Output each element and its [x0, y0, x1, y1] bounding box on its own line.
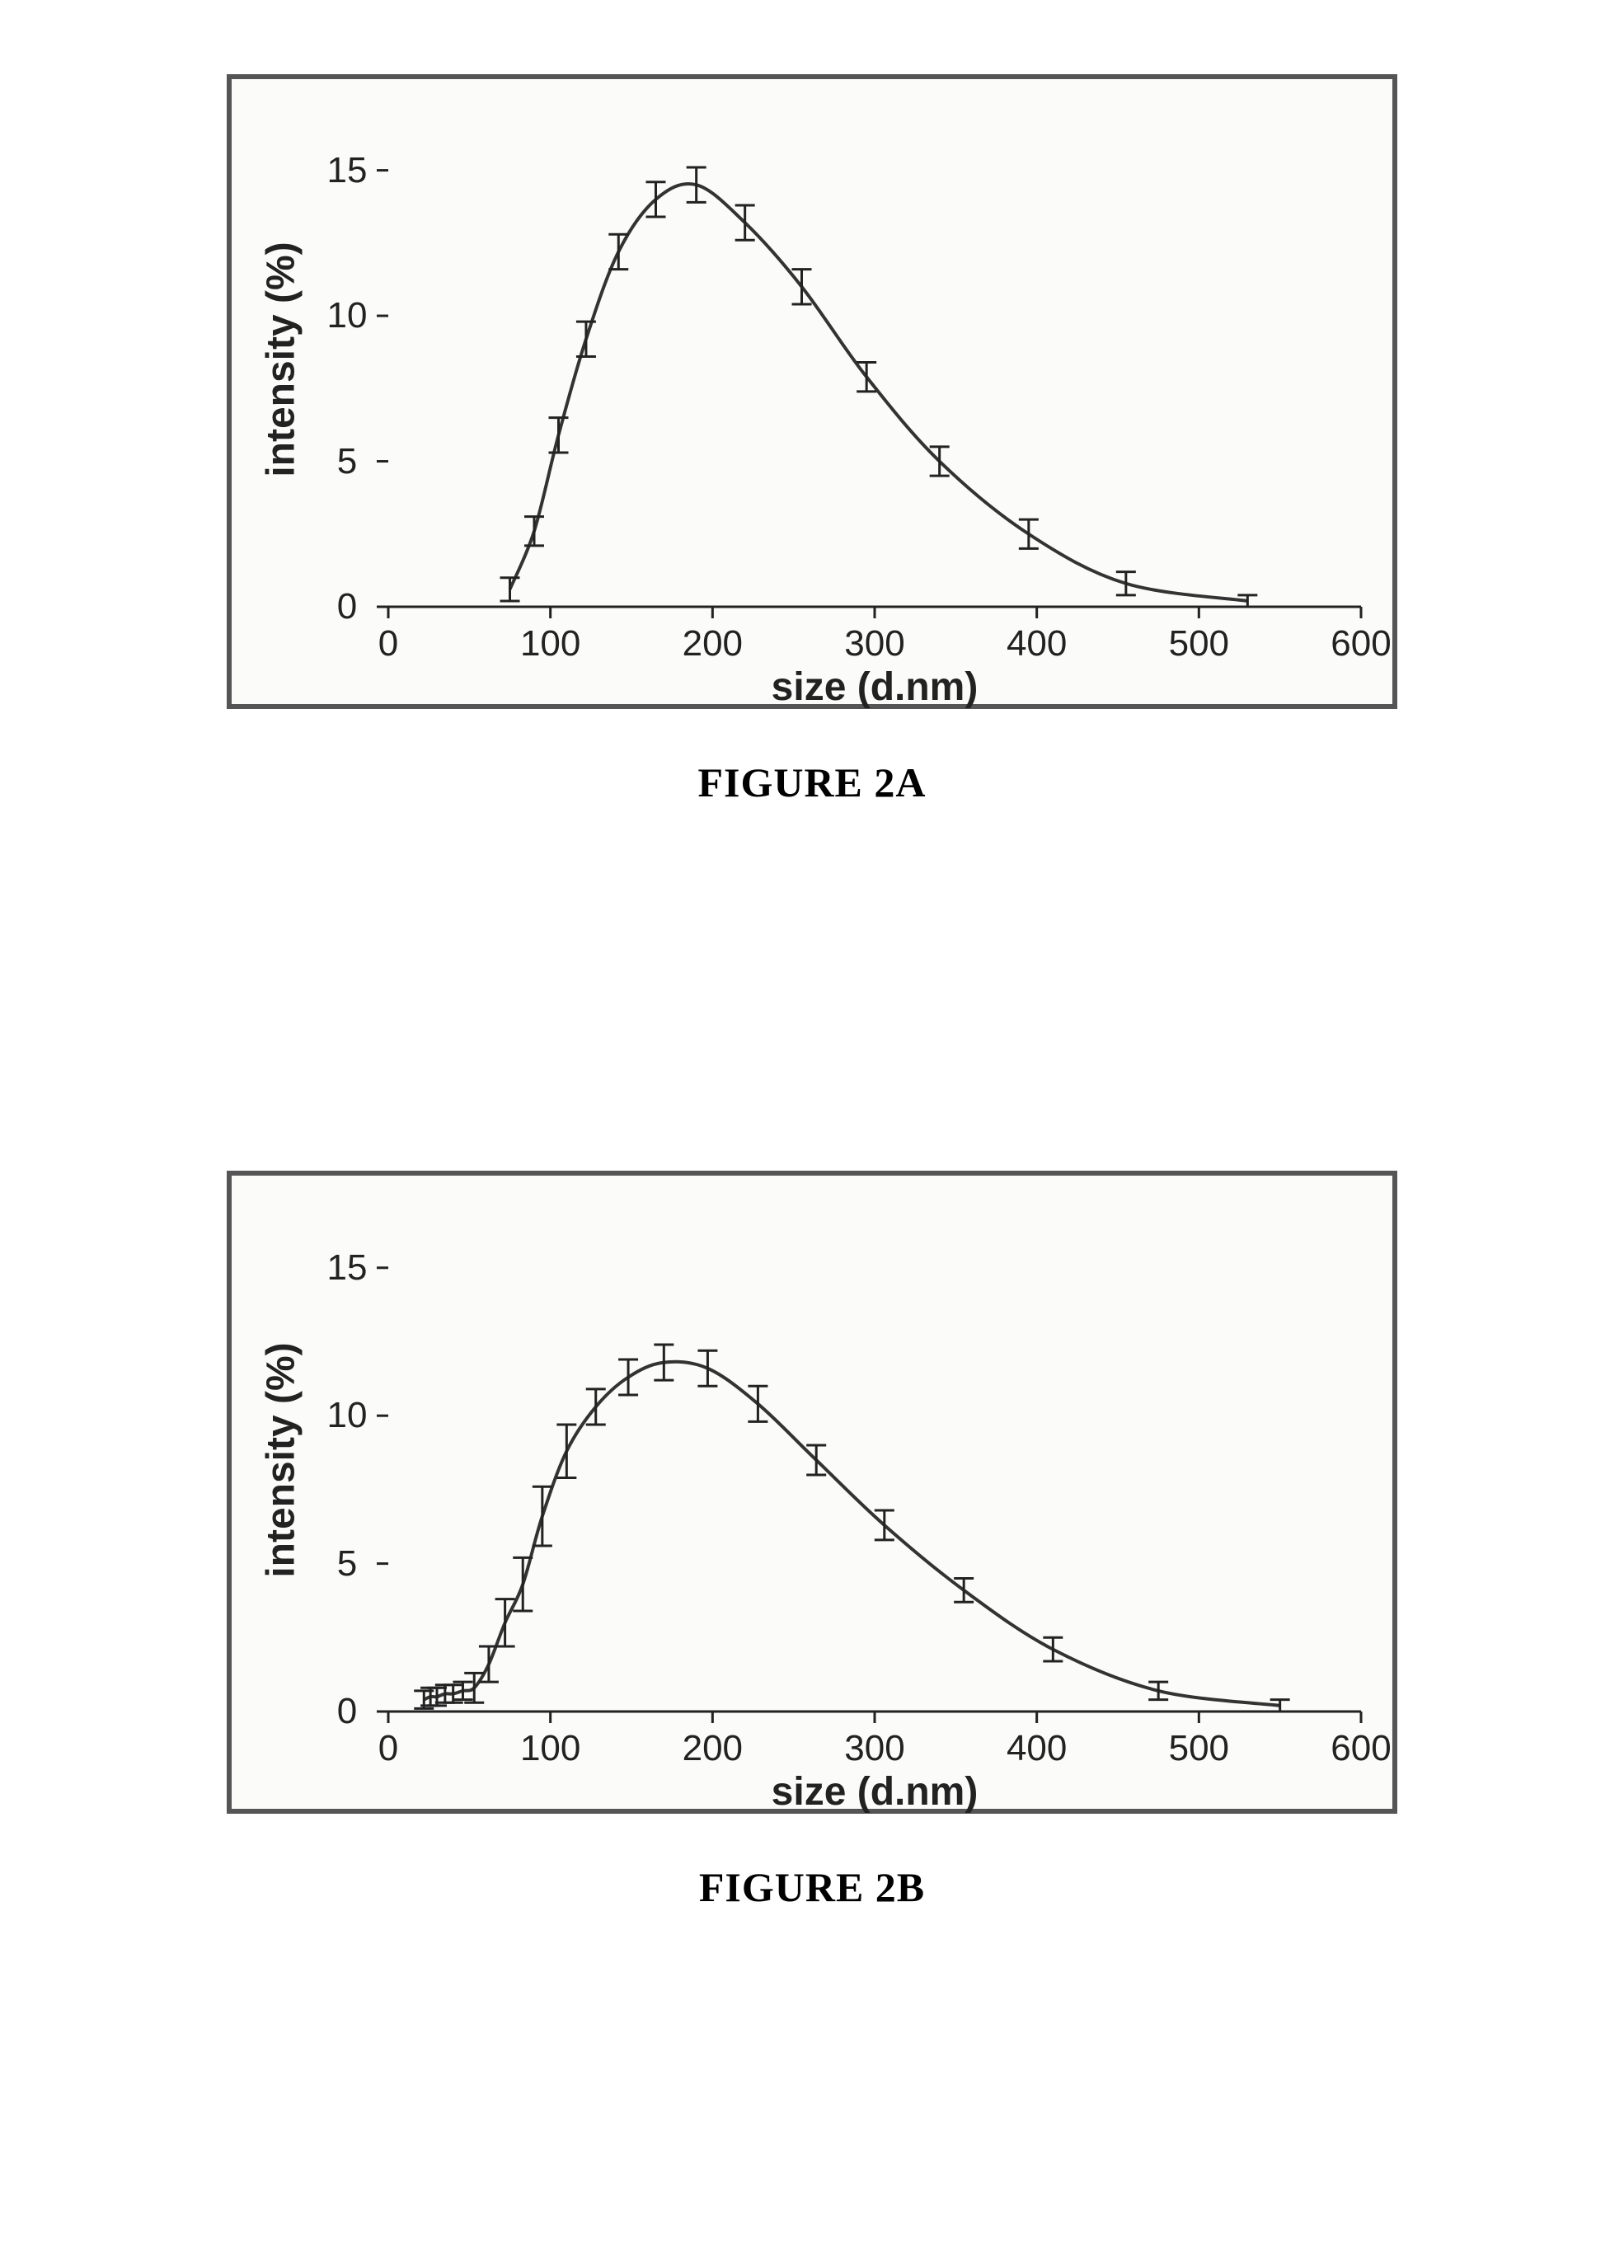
figure-2b-caption: FIGURE 2B — [185, 1863, 1439, 1911]
figure-2b-xlabel: size (d.nm) — [772, 1769, 979, 1815]
figure-2b-block: 0100200300400500600051015intensity (%)si… — [185, 1171, 1439, 1911]
figure-2a-chart: 0100200300400500600051015intensity (%)si… — [227, 74, 1397, 709]
figure-2a-caption: FIGURE 2A — [185, 758, 1439, 806]
figure-2a-curve — [510, 184, 1248, 601]
figure-2b-svg — [232, 1176, 1402, 1819]
figure-2b-curve — [424, 1362, 1279, 1706]
figure-2a-xlabel: size (d.nm) — [772, 664, 979, 710]
figure-2b-chart: 0100200300400500600051015intensity (%)si… — [227, 1171, 1397, 1814]
figure-2a-svg — [232, 79, 1402, 714]
figure-2a-block: 0100200300400500600051015intensity (%)si… — [185, 74, 1439, 806]
figure-2a-ylabel: intensity (%) — [259, 242, 304, 477]
figure-2b-ylabel: intensity (%) — [259, 1342, 304, 1577]
